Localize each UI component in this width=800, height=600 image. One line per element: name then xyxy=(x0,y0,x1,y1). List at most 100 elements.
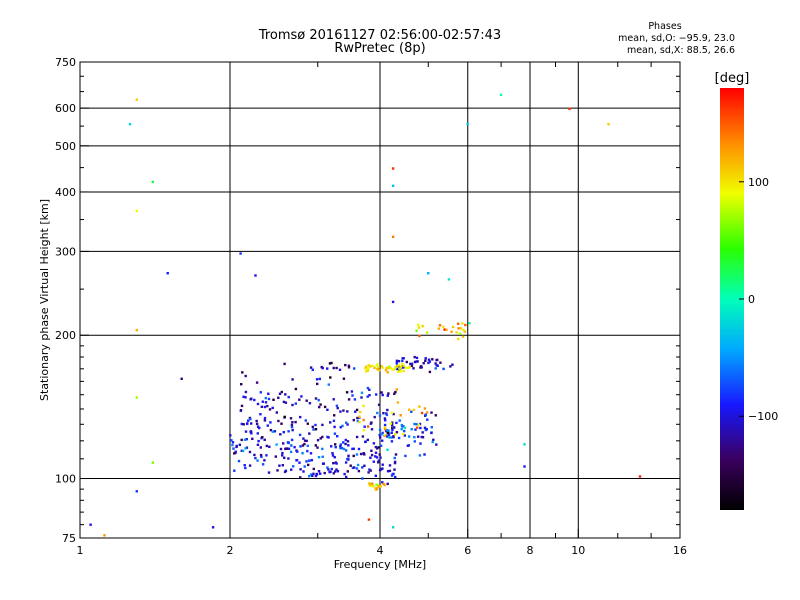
data-point xyxy=(263,459,266,462)
data-point xyxy=(135,98,138,101)
data-point xyxy=(299,415,302,419)
data-point xyxy=(352,418,355,422)
data-point xyxy=(241,371,244,374)
data-point xyxy=(407,366,410,369)
data-point xyxy=(462,328,465,332)
data-point xyxy=(426,418,429,421)
data-point xyxy=(388,365,391,368)
data-point xyxy=(349,464,352,467)
data-point xyxy=(383,483,386,487)
data-point xyxy=(229,434,232,437)
data-point xyxy=(279,447,283,451)
data-point xyxy=(415,329,418,332)
data-point xyxy=(339,443,342,446)
data-point xyxy=(330,361,333,365)
data-point xyxy=(399,369,402,372)
data-point xyxy=(249,417,252,421)
phase-legend: Phases mean, sd,O: −95.9, 23.0 mean, sd,… xyxy=(575,21,735,57)
data-point xyxy=(427,361,430,365)
data-point xyxy=(382,412,385,415)
data-point xyxy=(366,438,369,442)
data-point xyxy=(412,367,415,370)
data-point xyxy=(428,360,431,363)
data-point xyxy=(421,324,424,328)
data-point xyxy=(333,432,337,435)
data-point xyxy=(303,442,306,446)
data-point xyxy=(260,405,263,408)
data-point xyxy=(323,471,326,475)
y-tick-label: 500 xyxy=(55,140,76,153)
data-point xyxy=(267,397,271,401)
data-point xyxy=(289,417,293,420)
data-point xyxy=(407,435,411,438)
y-tick-label: 600 xyxy=(55,102,76,115)
data-point xyxy=(367,367,370,370)
data-point xyxy=(410,364,414,367)
colorbar-tick-label: 0 xyxy=(748,293,755,306)
data-point xyxy=(416,426,419,429)
data-point xyxy=(409,362,412,366)
data-point xyxy=(375,393,378,396)
data-point xyxy=(307,463,310,467)
data-point xyxy=(451,363,454,366)
data-point xyxy=(379,485,382,488)
x-tick-label: 16 xyxy=(673,544,687,557)
data-point xyxy=(335,404,339,407)
data-point xyxy=(298,398,301,401)
data-point xyxy=(370,428,374,431)
data-point xyxy=(356,419,359,423)
data-point xyxy=(342,409,345,412)
data-point xyxy=(391,423,394,427)
data-point xyxy=(397,370,400,373)
data-point xyxy=(314,397,318,400)
data-point xyxy=(294,387,298,391)
data-point xyxy=(332,398,335,401)
data-point xyxy=(309,366,313,369)
data-point xyxy=(364,367,367,370)
data-point xyxy=(360,396,363,399)
data-point xyxy=(244,447,247,450)
data-point xyxy=(311,425,314,429)
data-point xyxy=(385,412,388,415)
data-point xyxy=(413,422,416,426)
data-point xyxy=(258,426,261,430)
data-point xyxy=(336,470,340,473)
data-point xyxy=(329,470,332,473)
data-point xyxy=(355,453,359,456)
data-point xyxy=(290,438,294,442)
data-point xyxy=(386,448,389,451)
data-point xyxy=(272,398,275,401)
data-point xyxy=(347,366,351,369)
data-point xyxy=(318,405,321,409)
data-point xyxy=(357,469,361,473)
data-point xyxy=(339,426,342,429)
data-point xyxy=(291,421,294,424)
data-point xyxy=(427,272,430,275)
data-point xyxy=(451,325,455,329)
data-point xyxy=(408,365,411,369)
data-point xyxy=(351,447,354,451)
data-point xyxy=(373,366,376,369)
data-point xyxy=(281,454,284,457)
data-point xyxy=(267,471,271,474)
data-point xyxy=(317,470,321,473)
data-point xyxy=(326,408,329,411)
data-point xyxy=(283,470,287,474)
data-point xyxy=(244,396,247,399)
data-point xyxy=(310,459,313,462)
data-point xyxy=(391,421,394,424)
data-point xyxy=(395,362,398,365)
chart-title: Tromsø 20161127 02:56:00-02:57:43 xyxy=(258,28,502,43)
data-point xyxy=(331,452,334,455)
data-point xyxy=(358,420,361,424)
data-point xyxy=(302,437,305,440)
data-point xyxy=(386,482,389,486)
data-point xyxy=(393,456,396,460)
data-point xyxy=(253,398,256,402)
x-axis-label: Frequency [MHz] xyxy=(334,558,426,571)
data-point xyxy=(523,443,526,446)
data-point xyxy=(394,390,397,394)
data-point xyxy=(261,463,265,466)
data-point xyxy=(400,423,404,427)
data-point xyxy=(401,432,405,436)
